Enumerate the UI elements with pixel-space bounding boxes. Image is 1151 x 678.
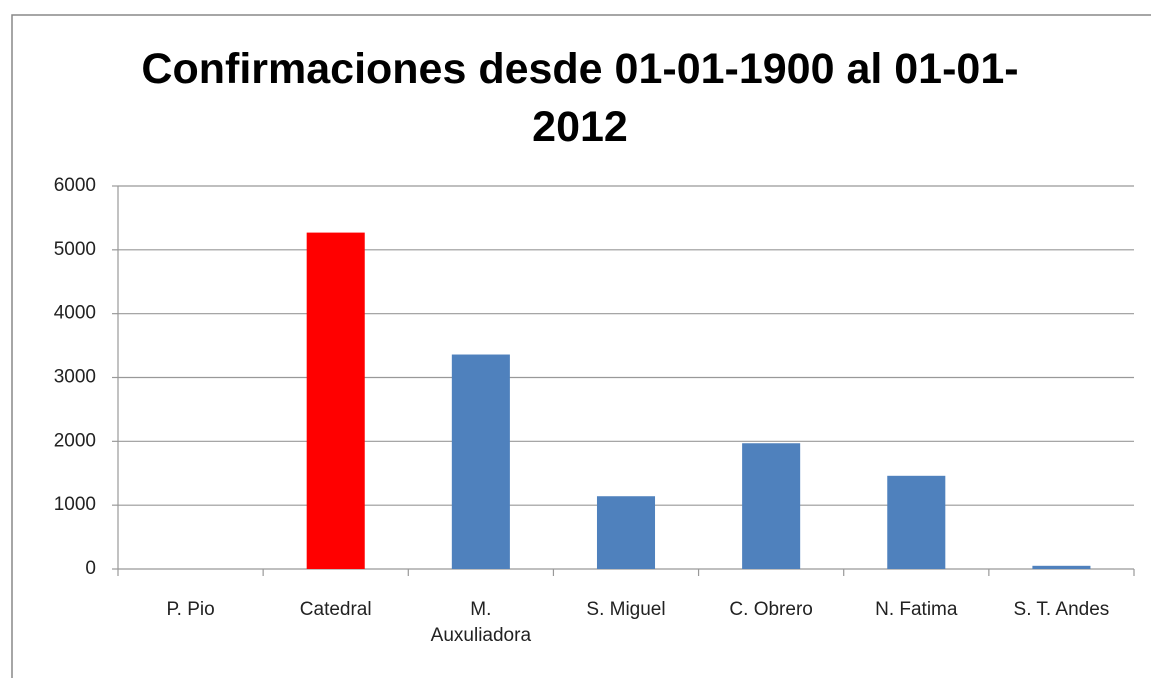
bar (742, 443, 801, 569)
x-tick-label: C. Obrero (729, 599, 813, 620)
chart-title: Confirmaciones desde 01-01-1900 al 01-01… (141, 45, 1019, 151)
y-tick-label: 6000 (54, 175, 96, 196)
bar (887, 475, 946, 569)
x-tick-label: N. Fatima (875, 599, 958, 620)
y-tick-label: 5000 (54, 239, 96, 260)
x-tick-label: S. T. Andes (1013, 599, 1110, 620)
y-tick-label: 1000 (54, 494, 96, 515)
chart-frame (11, 14, 1151, 678)
x-tick-label: S. Miguel (586, 599, 666, 620)
bar (306, 232, 365, 569)
y-tick-label: 2000 (54, 430, 96, 451)
x-tick-label: Catedral (299, 599, 372, 620)
y-tick-label: 0 (85, 558, 96, 579)
bar (596, 496, 656, 569)
y-tick-label: 4000 (54, 303, 96, 324)
bar (1032, 565, 1091, 569)
y-tick-label: 3000 (54, 367, 96, 388)
bar (451, 354, 510, 569)
x-tick-label: M. Auxuliadora (430, 599, 532, 646)
x-tick-label: P. Pio (166, 599, 215, 620)
